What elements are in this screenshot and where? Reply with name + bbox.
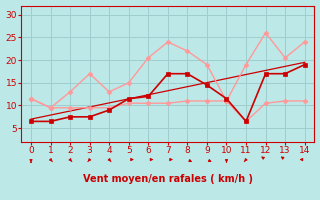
X-axis label: Vent moyen/en rafales ( km/h ): Vent moyen/en rafales ( km/h ) bbox=[83, 174, 253, 184]
